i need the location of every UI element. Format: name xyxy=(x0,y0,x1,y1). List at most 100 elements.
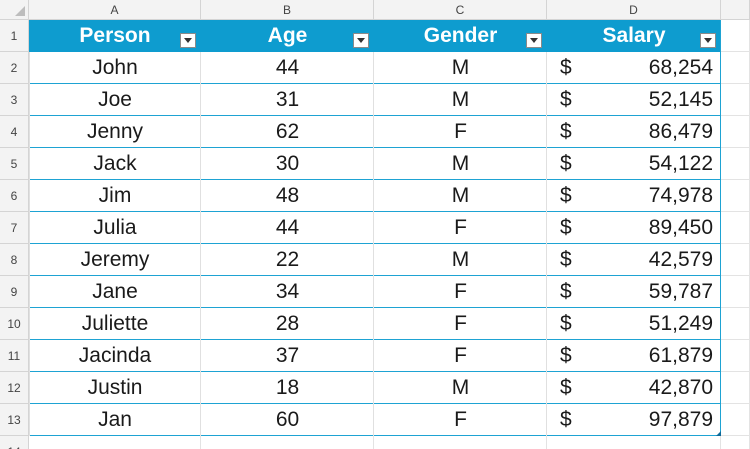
row-header-10[interactable]: 10 xyxy=(0,308,29,340)
salary-cell[interactable]: $89,450 xyxy=(547,212,721,244)
table-header-salary[interactable]: Salary xyxy=(547,20,721,52)
table-cell[interactable]: Justin xyxy=(87,376,143,399)
row-header-9[interactable]: 9 xyxy=(0,276,29,308)
empty-cell[interactable] xyxy=(721,20,750,52)
table-cell[interactable]: Jacinda xyxy=(78,344,152,367)
table-cell[interactable]: M xyxy=(451,184,470,207)
table-cell[interactable]: Jan xyxy=(98,408,132,431)
table-cell[interactable]: F xyxy=(454,280,467,303)
salary-cell[interactable]: $59,787 xyxy=(547,276,721,308)
empty-cell[interactable] xyxy=(721,436,750,449)
currency-symbol: $ xyxy=(560,152,572,175)
empty-cell[interactable] xyxy=(721,52,750,84)
table-cell[interactable]: F xyxy=(454,344,467,367)
table-cell[interactable]: M xyxy=(451,376,470,399)
row-header-11[interactable]: 11 xyxy=(0,340,29,372)
table-cell[interactable]: 44 xyxy=(275,56,300,79)
salary-cell[interactable]: $52,145 xyxy=(547,84,721,116)
table-cell[interactable]: 37 xyxy=(275,344,300,367)
table-cell[interactable]: M xyxy=(451,248,470,271)
column-header-a[interactable]: A xyxy=(29,0,201,20)
empty-cell[interactable] xyxy=(721,276,750,308)
filter-dropdown-button[interactable] xyxy=(700,33,716,48)
salary-cell[interactable]: $42,870 xyxy=(547,372,721,404)
empty-cell[interactable] xyxy=(721,212,750,244)
table-header-gender[interactable]: Gender xyxy=(374,20,547,52)
row-header-7[interactable]: 7 xyxy=(0,212,29,244)
table-cell[interactable]: 60 xyxy=(275,408,300,431)
filter-arrow-icon xyxy=(704,38,712,43)
salary-cell[interactable]: $42,579 xyxy=(547,244,721,276)
salary-cell[interactable]: $68,254 xyxy=(547,52,721,84)
table-cell[interactable]: Juliette xyxy=(81,312,149,335)
column-header-e[interactable] xyxy=(721,0,750,20)
select-all-triangle-icon xyxy=(15,6,25,16)
table-cell[interactable]: 44 xyxy=(275,216,300,239)
table-cell[interactable]: Jenny xyxy=(86,120,144,143)
empty-cell[interactable] xyxy=(547,436,721,449)
filter-dropdown-button[interactable] xyxy=(180,33,196,48)
filter-dropdown-button[interactable] xyxy=(526,33,542,48)
table-cell[interactable]: Jim xyxy=(98,184,132,207)
salary-cell[interactable]: $97,879 xyxy=(547,404,721,436)
column-header-b[interactable]: B xyxy=(201,0,374,20)
empty-cell[interactable] xyxy=(721,340,750,372)
salary-cell[interactable]: $51,249 xyxy=(547,308,721,340)
filter-dropdown-button[interactable] xyxy=(353,33,369,48)
row-header-6[interactable]: 6 xyxy=(0,180,29,212)
row-header-8[interactable]: 8 xyxy=(0,244,29,276)
empty-cell[interactable] xyxy=(721,404,750,436)
table-row-border xyxy=(29,211,721,212)
row-header-13[interactable]: 13 xyxy=(0,404,29,436)
table-cell[interactable]: 18 xyxy=(275,376,300,399)
table-cell[interactable]: Jack xyxy=(93,152,137,175)
table-cell[interactable]: 22 xyxy=(275,248,300,271)
table-cell[interactable]: Jeremy xyxy=(80,248,150,271)
empty-cell[interactable] xyxy=(374,436,547,449)
table-header-age[interactable]: Age xyxy=(201,20,374,52)
table-cell[interactable]: 34 xyxy=(275,280,300,303)
table-cell[interactable]: F xyxy=(454,120,467,143)
table-resize-handle[interactable] xyxy=(716,431,721,436)
table-cell[interactable]: 31 xyxy=(275,88,300,111)
salary-cell[interactable]: $61,879 xyxy=(547,340,721,372)
salary-cell[interactable]: $86,479 xyxy=(547,116,721,148)
row-header-5[interactable]: 5 xyxy=(0,148,29,180)
table-cell[interactable]: M xyxy=(451,88,470,111)
column-header-d[interactable]: D xyxy=(547,0,721,20)
empty-cell[interactable] xyxy=(721,116,750,148)
empty-cell[interactable] xyxy=(721,308,750,340)
table-cell[interactable]: Joe xyxy=(98,88,132,111)
empty-cell[interactable] xyxy=(721,180,750,212)
table-cell[interactable]: M xyxy=(451,56,470,79)
empty-cell[interactable] xyxy=(201,436,374,449)
table-cell[interactable]: Julia xyxy=(93,216,137,239)
table-cell[interactable]: John xyxy=(92,56,138,79)
row-header-1[interactable]: 1 xyxy=(0,20,29,52)
table-cell[interactable]: 28 xyxy=(275,312,300,335)
table-cell[interactable]: F xyxy=(454,408,467,431)
table-cell[interactable]: 30 xyxy=(275,152,300,175)
empty-cell[interactable] xyxy=(29,436,201,449)
row-header-14[interactable]: 14 xyxy=(0,436,29,449)
empty-cell[interactable] xyxy=(721,148,750,180)
table-cell[interactable]: F xyxy=(454,312,467,335)
table-header-person[interactable]: Person xyxy=(29,20,201,52)
empty-cell[interactable] xyxy=(721,372,750,404)
table-cell[interactable]: M xyxy=(451,152,470,175)
salary-cell[interactable]: $74,978 xyxy=(547,180,721,212)
table-cell[interactable]: 48 xyxy=(275,184,300,207)
empty-cell[interactable] xyxy=(721,84,750,116)
salary-cell[interactable]: $54,122 xyxy=(547,148,721,180)
table-cell[interactable]: Jane xyxy=(92,280,138,303)
salary-value: 52,145 xyxy=(648,88,713,111)
column-header-c[interactable]: C xyxy=(374,0,547,20)
table-cell[interactable]: 62 xyxy=(275,120,300,143)
row-header-3[interactable]: 3 xyxy=(0,84,29,116)
row-header-12[interactable]: 12 xyxy=(0,372,29,404)
row-header-2[interactable]: 2 xyxy=(0,52,29,84)
row-header-4[interactable]: 4 xyxy=(0,116,29,148)
select-all-corner[interactable] xyxy=(0,0,29,20)
empty-cell[interactable] xyxy=(721,244,750,276)
table-cell[interactable]: F xyxy=(454,216,467,239)
